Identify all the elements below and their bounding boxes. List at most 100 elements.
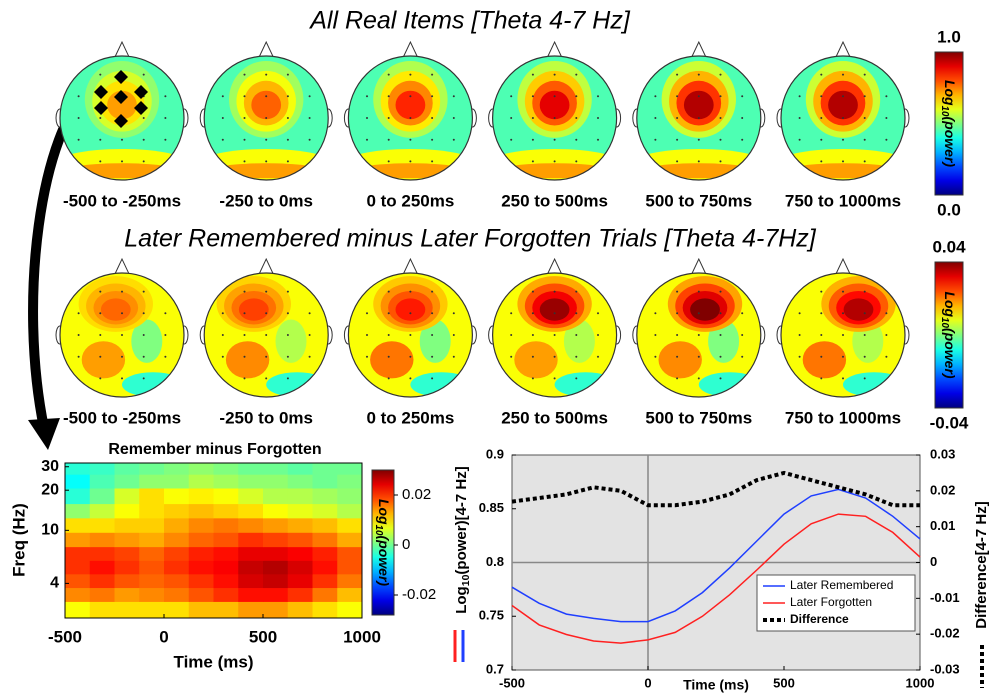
electrode [366, 356, 368, 358]
heat-cell [288, 560, 313, 574]
heat-cell [164, 601, 189, 618]
heatmap-cells [65, 463, 363, 619]
heat-cell [238, 488, 263, 504]
electrode [820, 334, 822, 336]
heat-cell [214, 518, 239, 533]
electrode [164, 139, 166, 141]
electrode [842, 139, 844, 141]
legend-label: Difference [790, 612, 849, 626]
y-tick-label: 10 [41, 522, 59, 539]
colorbar-tick-label: 0.0 [937, 200, 961, 219]
heat-cell [337, 488, 362, 504]
heat-cell [189, 463, 214, 475]
heat-cell [164, 488, 189, 504]
electrode [222, 334, 224, 336]
blob [514, 341, 557, 378]
electrode [222, 312, 224, 314]
electrode [575, 95, 577, 97]
electrode [885, 117, 887, 119]
heat-cell [238, 504, 263, 519]
electrode [885, 139, 887, 141]
electrode [698, 356, 700, 358]
electrode [532, 117, 534, 119]
time-label: 0 to 250ms [366, 191, 454, 210]
heat-cell [288, 474, 313, 488]
time-label: 500 to 750ms [645, 408, 752, 427]
head-map [775, 56, 911, 180]
heat-cell [337, 463, 362, 475]
electrode [676, 117, 678, 119]
electrode [121, 356, 123, 358]
heat-cell [90, 504, 115, 519]
heat-cell [263, 474, 288, 488]
electrode [265, 117, 267, 119]
electrode [388, 334, 390, 336]
y-tick-label: 4 [50, 575, 59, 592]
electrode [265, 377, 267, 379]
heat-cell [238, 474, 263, 488]
label-sub: 10 [460, 574, 472, 586]
electrode [143, 291, 145, 293]
electrode [287, 312, 289, 314]
electrode [431, 291, 433, 293]
heat-cell [164, 547, 189, 561]
electrode [431, 312, 433, 314]
heat-cell [288, 463, 313, 475]
heat-cell [164, 463, 189, 475]
electrode [842, 377, 844, 379]
time-label: -250 to 0ms [219, 408, 313, 427]
electrode [864, 139, 866, 141]
electrode [388, 377, 390, 379]
electrode [287, 377, 289, 379]
y-tick-label: 0.8 [486, 554, 504, 569]
electrode [99, 74, 101, 76]
electrode [597, 117, 599, 119]
heat-cell [139, 601, 164, 618]
time-label: 250 to 500ms [501, 408, 608, 427]
electrode [654, 312, 656, 314]
electrode [842, 334, 844, 336]
electrode [309, 312, 311, 314]
heat-cell [90, 547, 115, 561]
chart-title: Remember minus Forgotten [108, 441, 321, 458]
heat-cell [115, 518, 140, 533]
electrode [164, 95, 166, 97]
electrode [265, 356, 267, 358]
heat-cell [164, 504, 189, 519]
electrode [575, 139, 577, 141]
blob [82, 341, 125, 378]
electrode [864, 334, 866, 336]
time-label: -500 to -250ms [63, 191, 181, 210]
y-tick-label: 0.7 [486, 661, 504, 676]
heat-cell [288, 518, 313, 533]
electrode [388, 117, 390, 119]
x-tick-label: 1000 [343, 627, 381, 646]
electrode [121, 291, 123, 293]
heat-cell [189, 504, 214, 519]
x-axis-label: Time (ms) [683, 677, 749, 693]
label-part: Log [453, 586, 470, 614]
electrode [99, 334, 101, 336]
heat-cell [313, 601, 338, 618]
electrode [575, 334, 577, 336]
y-tick-label: 30 [41, 458, 59, 475]
heat-cell [139, 588, 164, 602]
electrode [366, 117, 368, 119]
electrode [864, 95, 866, 97]
electrode [654, 117, 656, 119]
electrode [265, 95, 267, 97]
head-map [204, 273, 328, 397]
y-tick-label: 0.85 [479, 500, 504, 515]
time-label: 250 to 500ms [501, 191, 608, 210]
electrode [409, 139, 411, 141]
electrode [431, 160, 433, 162]
electrode [799, 95, 801, 97]
blob [803, 341, 846, 378]
time-label: 750 to 1000ms [785, 408, 901, 427]
electrode [78, 139, 80, 141]
heat-cell [189, 547, 214, 561]
heat-cell [288, 547, 313, 561]
electrode [885, 312, 887, 314]
electrode [222, 117, 224, 119]
electrode [287, 291, 289, 293]
